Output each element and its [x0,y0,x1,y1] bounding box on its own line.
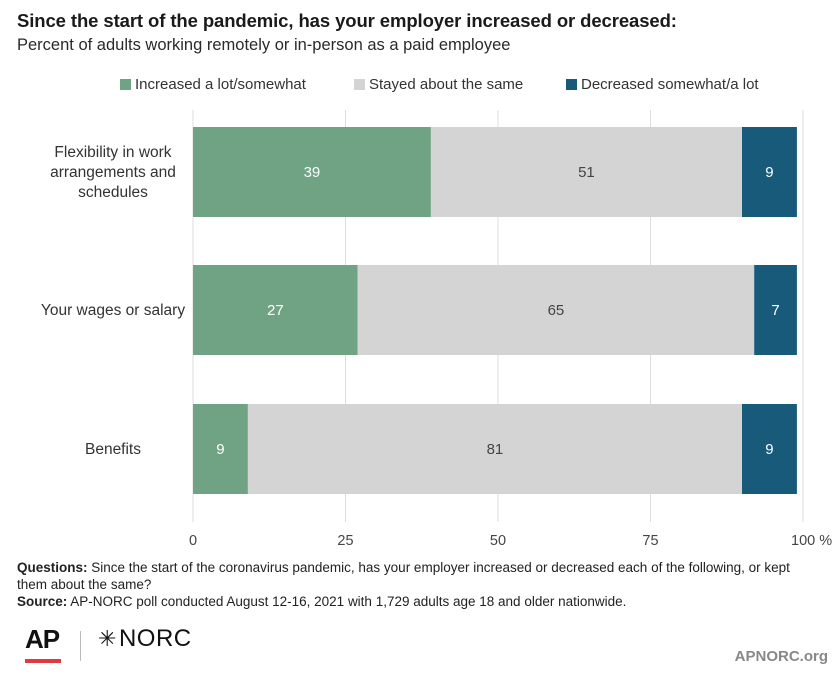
data-label-0-0: 39 [304,164,321,181]
source-label: Source: [17,594,68,609]
chart-legend: Increased a lot/somewhat Stayed about th… [0,76,840,96]
data-label-2-0: 9 [216,441,224,458]
norc-logo-text: NORC [118,625,192,652]
chart-notes: Questions: Since the start of the corona… [17,559,822,610]
legend-swatch-increased [120,79,131,90]
legend-label-same: Stayed about the same [369,76,524,93]
legend-item-decreased: Decreased somewhat/a lot [566,76,759,93]
data-label-2-1: 81 [487,441,504,458]
category-label-0-1: arrangements and [50,164,176,181]
legend-swatch-decreased [566,79,577,90]
bar-segment-0-0 [193,127,431,217]
chart-subtitle: Percent of adults working remotely or in… [17,36,511,54]
category-label-2-0: Benefits [85,441,141,458]
x-tick-label-1: 25 [337,533,353,549]
data-label-1-1: 65 [548,302,565,319]
data-label-0-2: 9 [765,164,773,181]
questions-text: Since the start of the coronavirus pande… [17,560,790,592]
category-label-0-0: Flexibility in work [54,144,171,161]
x-tick-label-2: 50 [490,533,506,549]
data-label-1-2: 7 [771,302,779,319]
site-url: APNORC.org [734,648,828,665]
bar-segment-1-0 [193,265,358,355]
stacked-bar-chart: 39 51 9 Flexibility in work arrangements and… [41,110,832,549]
legend-item-increased: Increased a lot/somewhat [120,76,306,93]
x-tick-label-3: 75 [642,533,658,549]
x-tick-label-0: 0 [189,533,197,549]
source-note: Source: AP-NORC poll conducted August 12… [17,593,822,610]
data-label-0-1: 51 [578,164,595,181]
ap-logo-underline [25,659,61,663]
bar-segment-2-2 [742,404,797,494]
data-label-2-2: 9 [765,441,773,458]
ap-logo: AP [25,624,60,654]
data-label-1-0: 27 [267,302,284,319]
category-label-0-2: schedules [78,184,148,201]
bar-segment-2-1 [247,404,742,494]
bar-segment-0-1 [430,127,742,217]
norc-logo: ✳ NORC [98,627,192,651]
questions-label: Questions: [17,560,88,575]
norc-star-icon: ✳ [98,626,117,651]
legend-item-same: Stayed about the same [354,76,523,93]
logo-divider [80,631,81,661]
x-tick-label-4: 100 % [791,533,832,549]
questions-note: Questions: Since the start of the corona… [17,559,822,593]
chart-title: Since the start of the pandemic, has you… [17,10,677,31]
bar-segment-1-2 [754,265,797,355]
legend-swatch-same [354,79,365,90]
bar-segment-1-1 [357,265,755,355]
bar-segment-0-2 [742,127,797,217]
legend-label-decreased: Decreased somewhat/a lot [581,76,759,93]
bar-segment-2-0 [193,404,248,494]
legend-label-increased: Increased a lot/somewhat [135,76,306,93]
source-text: AP-NORC poll conducted August 12-16, 202… [67,594,627,609]
category-label-1-0: Your wages or salary [41,302,185,319]
